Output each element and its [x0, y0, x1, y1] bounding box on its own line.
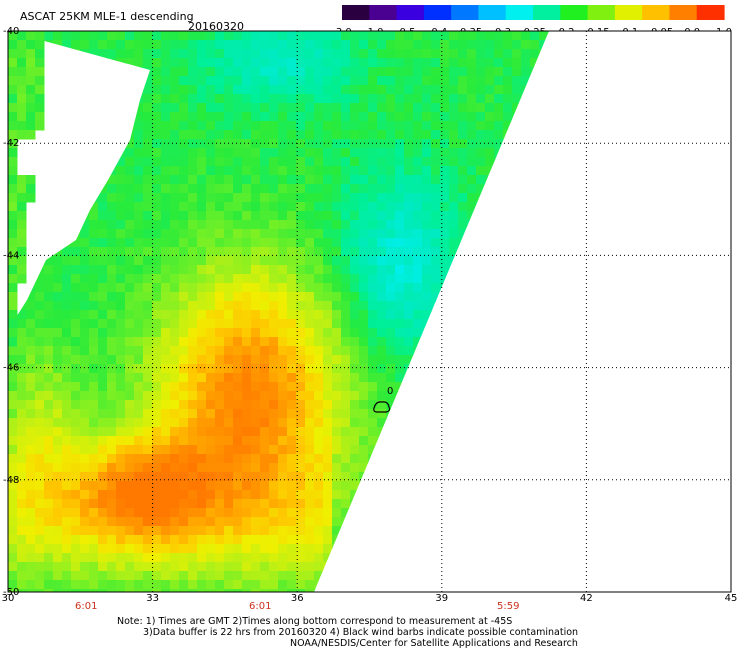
longitude-tick-label: 45	[725, 593, 738, 604]
longitude-tick-label: 33	[146, 593, 159, 604]
colorbar-segment	[505, 5, 534, 20]
contamination-contour	[373, 401, 391, 413]
colorbar-segment	[560, 5, 589, 20]
colorbar-segment	[614, 5, 643, 20]
colorbar-segment	[423, 5, 452, 20]
note-line-1: Note: 1) Times are GMT 2)Times along bot…	[117, 616, 512, 627]
time-label-2: 6:01	[249, 601, 271, 612]
colorbar-segment	[451, 5, 480, 20]
latitude-tick-label: -50	[3, 587, 19, 598]
colorbar-segment	[369, 5, 398, 20]
longitude-tick-label: 42	[580, 593, 593, 604]
colorbar-segment	[396, 5, 425, 20]
time-label-3: 5:59	[497, 601, 519, 612]
latitude-tick-label: -42	[3, 138, 19, 149]
marker-label: 0	[387, 386, 393, 397]
note-line-3: NOAA/NESDIS/Center for Satellite Applica…	[290, 638, 578, 649]
colorbar	[342, 5, 725, 20]
latitude-tick-label: -48	[3, 475, 19, 486]
left-edge-strip	[8, 31, 45, 347]
colorbar-segment	[696, 5, 725, 20]
longitude-tick-label: 30	[2, 593, 15, 604]
colorbar-segment	[587, 5, 616, 20]
latitude-tick-label: -44	[3, 250, 19, 261]
colorbar-segment	[478, 5, 507, 20]
note-line-2: 3)Data buffer is 22 hrs from 20160320 4)…	[143, 627, 578, 638]
latitude-tick-label: -40	[3, 26, 19, 37]
colorbar-segment	[669, 5, 698, 20]
product-title: ASCAT 25KM MLE-1 descending	[20, 10, 194, 23]
map-frame	[7, 30, 732, 593]
longitude-tick-label: 36	[291, 593, 304, 604]
colorbar-segment	[642, 5, 671, 20]
lat-lon-grid	[8, 31, 731, 592]
colorbar-segment	[533, 5, 561, 20]
longitude-labels: 30 33 36 39 42 45	[2, 593, 738, 604]
longitude-tick-label: 39	[435, 593, 448, 604]
time-label-1: 6:01	[75, 601, 97, 612]
latitude-labels: -40 -42 -44 -46 -48 -50	[3, 26, 19, 598]
colorbar-segment	[342, 5, 370, 20]
product-date: 20160320	[188, 20, 244, 33]
latitude-tick-label: -46	[3, 363, 19, 374]
